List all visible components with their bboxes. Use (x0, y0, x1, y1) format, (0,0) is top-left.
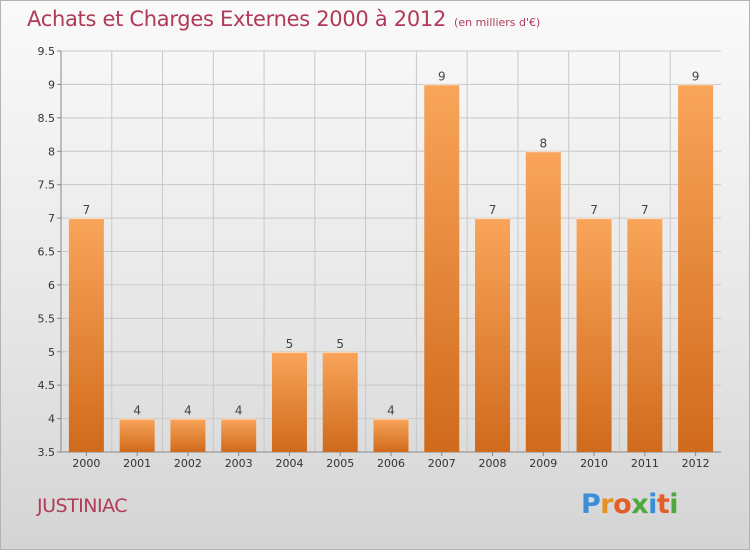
bar (525, 151, 561, 452)
x-tick-label: 2003 (225, 457, 253, 470)
data-label: 9 (438, 69, 446, 83)
bars (68, 84, 714, 453)
labels: 3.5 4 4.5 5 5.5 6 6.5 7 7.5 8 8.5 9 9.5 7 2000 4 2001 4 20… (38, 45, 710, 470)
data-label: 7 (590, 203, 598, 217)
x-tick-label: 2007 (428, 457, 456, 470)
logo-letter: x (631, 489, 649, 520)
grid-lines (61, 50, 721, 453)
x-tick-label: 2001 (123, 457, 151, 470)
bar (678, 84, 714, 453)
x-tick-label: 2005 (326, 457, 354, 470)
y-tick-label: 4 (48, 413, 55, 426)
bar (576, 218, 612, 452)
data-label: 8 (539, 136, 547, 150)
bar (373, 418, 409, 452)
data-label: 4 (235, 404, 243, 418)
town-name: JUSTINIAC (37, 495, 128, 517)
y-tick-label: 8 (48, 145, 55, 158)
bar (424, 84, 460, 453)
logo-letter: i (669, 489, 679, 520)
x-tick-label: 2011 (631, 457, 659, 470)
x-tick-label: 2009 (529, 457, 557, 470)
x-tick-label: 2006 (377, 457, 405, 470)
logo-letter: t (656, 489, 670, 520)
y-tick-label: 7 (48, 212, 55, 225)
bar (322, 351, 358, 452)
logo-letter: o (613, 489, 632, 520)
bar (221, 418, 257, 452)
y-tick-label: 7.5 (38, 179, 56, 192)
bar (627, 218, 663, 452)
data-label: 5 (286, 337, 294, 351)
data-label: 9 (692, 69, 700, 83)
x-tick-label: 2010 (580, 457, 608, 470)
y-tick-label: 5.5 (38, 312, 56, 325)
x-tick-label: 2000 (72, 457, 100, 470)
x-tick-label: 2012 (682, 457, 710, 470)
bar (271, 351, 307, 452)
y-tick-label: 6 (48, 279, 55, 292)
logo-letter: P (581, 489, 601, 520)
data-label: 7 (641, 203, 649, 217)
x-tick-label: 2002 (174, 457, 202, 470)
y-tick-label: 8.5 (38, 112, 56, 125)
y-tick-label: 4.5 (38, 379, 56, 392)
logo-letter: i (648, 489, 657, 520)
bar (170, 418, 206, 452)
bar (475, 218, 511, 452)
chart-title: Achats et Charges Externes 2000 à 2012 (e… (27, 7, 540, 31)
y-tick-label: 9.5 (38, 45, 56, 58)
x-tick-label: 2004 (275, 457, 303, 470)
logo-letter: r (600, 489, 614, 520)
proxiti-logo[interactable]: Proxiti (581, 489, 679, 520)
y-tick-label: 9 (48, 78, 55, 91)
data-label: 4 (387, 404, 395, 418)
data-label: 5 (336, 337, 344, 351)
data-label: 4 (184, 404, 192, 418)
data-label: 7 (83, 203, 91, 217)
y-tick-label: 3.5 (38, 446, 56, 459)
y-tick-label: 6.5 (38, 246, 56, 259)
title-text: Achats et Charges Externes 2000 à 2012 (27, 7, 447, 31)
x-tick-label: 2008 (479, 457, 507, 470)
axes (57, 50, 721, 456)
data-label: 4 (133, 404, 141, 418)
data-label: 7 (489, 203, 497, 217)
bar (68, 218, 104, 452)
y-tick-label: 5 (48, 346, 55, 359)
chart-subtitle: (en milliers d'€) (454, 16, 541, 29)
bar (119, 418, 155, 452)
